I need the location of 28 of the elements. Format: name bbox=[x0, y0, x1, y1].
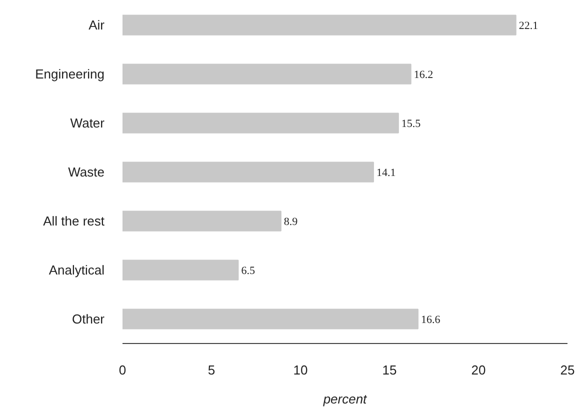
y-tick-label: Air bbox=[88, 18, 106, 33]
bar bbox=[122, 14, 516, 36]
bar bbox=[122, 308, 418, 330]
data-label: 15.5 bbox=[401, 118, 422, 130]
x-axis-title: percent bbox=[322, 392, 368, 406]
y-tick-label: Waste bbox=[68, 164, 104, 180]
y-tick-label: Analytical bbox=[48, 262, 105, 278]
data-label: 16.2 bbox=[414, 69, 434, 82]
x-tick-label: 5 bbox=[208, 362, 216, 378]
x-tick-label: 0 bbox=[118, 362, 126, 378]
bar bbox=[122, 64, 412, 84]
bar bbox=[122, 210, 282, 232]
x-tick-label: 15 bbox=[382, 362, 397, 378]
x-tick-label: 20 bbox=[471, 362, 486, 378]
data-label: 22.1 bbox=[518, 20, 538, 32]
bar bbox=[122, 260, 239, 280]
data-label: 6.5 bbox=[241, 265, 256, 278]
y-tick-label: All the rest bbox=[43, 214, 105, 229]
data-label: 16.6 bbox=[420, 314, 441, 326]
data-label: 14.1 bbox=[376, 167, 396, 180]
y-tick-label: Other bbox=[72, 312, 106, 327]
x-tick-label: 10 bbox=[293, 362, 308, 378]
y-tick-label: Engineering bbox=[35, 66, 105, 82]
bar bbox=[122, 112, 399, 134]
x-tick-label: 25 bbox=[560, 362, 575, 378]
y-tick-label: Water bbox=[70, 116, 106, 131]
bar bbox=[122, 162, 374, 182]
data-label: 8.9 bbox=[284, 216, 298, 228]
